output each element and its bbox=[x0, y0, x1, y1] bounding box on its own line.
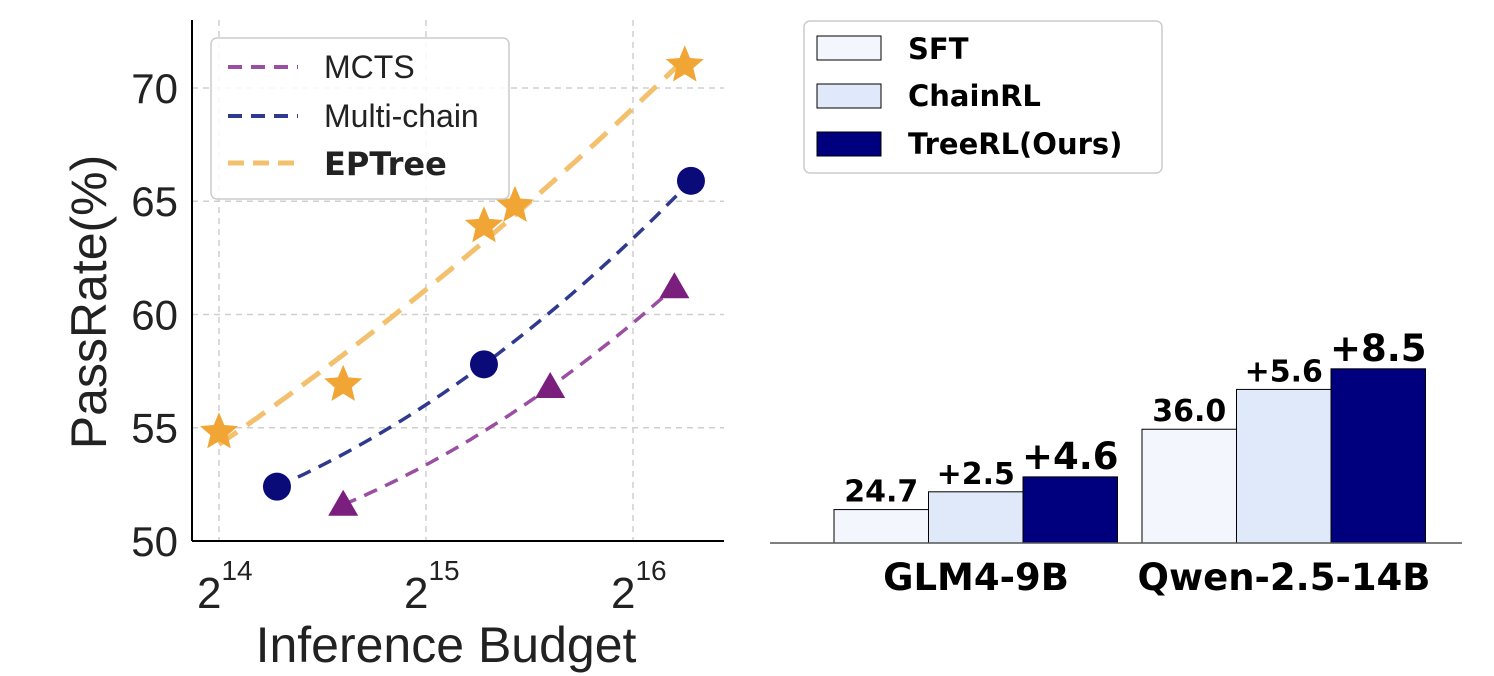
value-label-chainrl-qwen-2-5-14b: +5.6 bbox=[1245, 354, 1323, 389]
legend-swatch-chainrl bbox=[816, 83, 882, 109]
value-label-sft-glm4-9b: 24.7 bbox=[844, 475, 918, 510]
y-tick-label: 60 bbox=[131, 291, 178, 338]
x-tick-label: 215 bbox=[404, 555, 460, 618]
line-chart-markers bbox=[200, 45, 705, 516]
value-label-treerl-ours-qwen-2-5-14b: +8.5 bbox=[1330, 327, 1427, 370]
x-tick-labels: 214 215 216 bbox=[197, 555, 667, 618]
x-tick-label: 216 bbox=[611, 555, 667, 618]
legend-swatch-treerl bbox=[816, 131, 882, 157]
legend-label-mcts: MCTS bbox=[324, 49, 415, 85]
value-label-treerl-ours-glm4-9b: +4.6 bbox=[1022, 435, 1119, 478]
bar-treerl-ours-qwen-2-5-14b bbox=[1330, 368, 1426, 544]
point-multi-chain bbox=[262, 472, 291, 501]
x-tick-label: 214 bbox=[197, 555, 253, 618]
line-chart-legend: MCTS Multi-chain EPTree bbox=[210, 37, 510, 200]
point-multi-chain bbox=[676, 166, 705, 195]
y-tick-labels: 50 55 60 65 70 bbox=[131, 65, 178, 565]
bar-chainrl-glm4-9b bbox=[928, 491, 1024, 544]
point-mcts bbox=[535, 371, 566, 398]
legend-label-sft: SFT bbox=[908, 32, 969, 66]
bar-treerl-ours-glm4-9b bbox=[1022, 476, 1118, 544]
point-mcts bbox=[659, 272, 690, 299]
value-label-chainrl-glm4-9b: +2.5 bbox=[937, 457, 1015, 492]
point-eptree bbox=[496, 185, 534, 222]
legend-swatch-sft bbox=[816, 35, 882, 61]
point-eptree bbox=[200, 412, 238, 449]
bar-chart-value-labels: 24.7 +2.5 +4.6 36.0 +5.6+8.5 bbox=[844, 327, 1426, 510]
series-line-mcts bbox=[342, 285, 676, 507]
y-tick-label: 55 bbox=[131, 405, 178, 452]
point-eptree bbox=[464, 206, 503, 243]
point-multi-chain bbox=[469, 350, 498, 379]
legend-frame bbox=[803, 20, 1163, 174]
line-chart: 50 55 60 65 70 214 215 216 Inference Budget Pa… bbox=[61, 20, 724, 673]
value-label-sft-qwen-2-5-14b: 36.0 bbox=[1152, 394, 1226, 429]
y-tick-label: 50 bbox=[131, 518, 178, 565]
bar-chart-bars bbox=[833, 368, 1426, 544]
legend-frame bbox=[210, 37, 510, 200]
y-axis-label: PassRate(%) bbox=[61, 155, 117, 450]
category-label-glm4-9b: GLM4-9B bbox=[883, 556, 1069, 599]
series-line-eptree bbox=[217, 56, 687, 447]
point-mcts bbox=[328, 489, 359, 516]
legend-label-multi-chain: Multi-chain bbox=[324, 98, 479, 134]
bar-chart: 24.7 +2.5 +4.6 36.0 +5.6+8.5 GLM4-9B Qwen-2.… bbox=[770, 20, 1462, 599]
point-eptree bbox=[324, 364, 363, 401]
bar-chart-legend: SFT ChainRL TreeRL(Ours) bbox=[803, 20, 1163, 174]
bar-sft-glm4-9b bbox=[833, 509, 929, 544]
legend-label-eptree: EPTree bbox=[324, 145, 447, 183]
category-label-qwen-2-5-14b: Qwen-2.5-14B bbox=[1137, 556, 1430, 599]
legend-label-chainrl: ChainRL bbox=[908, 79, 1041, 113]
y-tick-label: 70 bbox=[131, 65, 178, 112]
x-axis-label: Inference Budget bbox=[256, 617, 637, 673]
bar-chainrl-qwen-2-5-14b bbox=[1236, 388, 1332, 544]
y-tick-label: 65 bbox=[131, 178, 178, 225]
bar-sft-qwen-2-5-14b bbox=[1141, 428, 1237, 544]
legend-label-treerl: TreeRL(Ours) bbox=[908, 127, 1122, 161]
point-eptree bbox=[665, 45, 704, 82]
